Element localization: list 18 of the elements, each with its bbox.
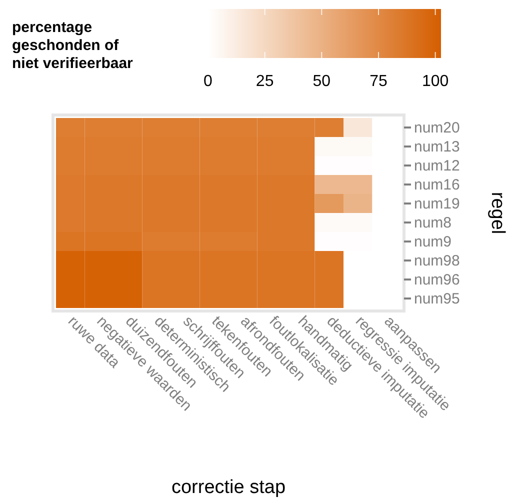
y-axis-title: regel	[487, 192, 507, 234]
y-tick-label: num9	[414, 234, 452, 250]
color-bar-label: 75	[370, 73, 388, 90]
y-tick-label: num96	[414, 272, 460, 288]
color-bar-label: 25	[256, 73, 274, 90]
color-bar-label: 100	[422, 73, 449, 90]
y-tick-label: num16	[414, 176, 460, 194]
y-tick-label: num19	[414, 196, 460, 212]
y-tick-label: num12	[414, 158, 460, 174]
color-bar-label: 50	[312, 73, 331, 90]
y-tick-label: num98	[414, 252, 460, 270]
color-bar-title: percentage geschonden of niet verifieerbaar	[12, 19, 134, 72]
x-axis-title: correctie stap	[171, 477, 286, 498]
y-tick-label: num95	[414, 290, 460, 308]
y-tick-label: num13	[414, 138, 460, 156]
y-tick-label: num20	[414, 120, 460, 136]
y-tick-label: num8	[414, 214, 452, 232]
color-bar-label: 0	[204, 73, 213, 90]
